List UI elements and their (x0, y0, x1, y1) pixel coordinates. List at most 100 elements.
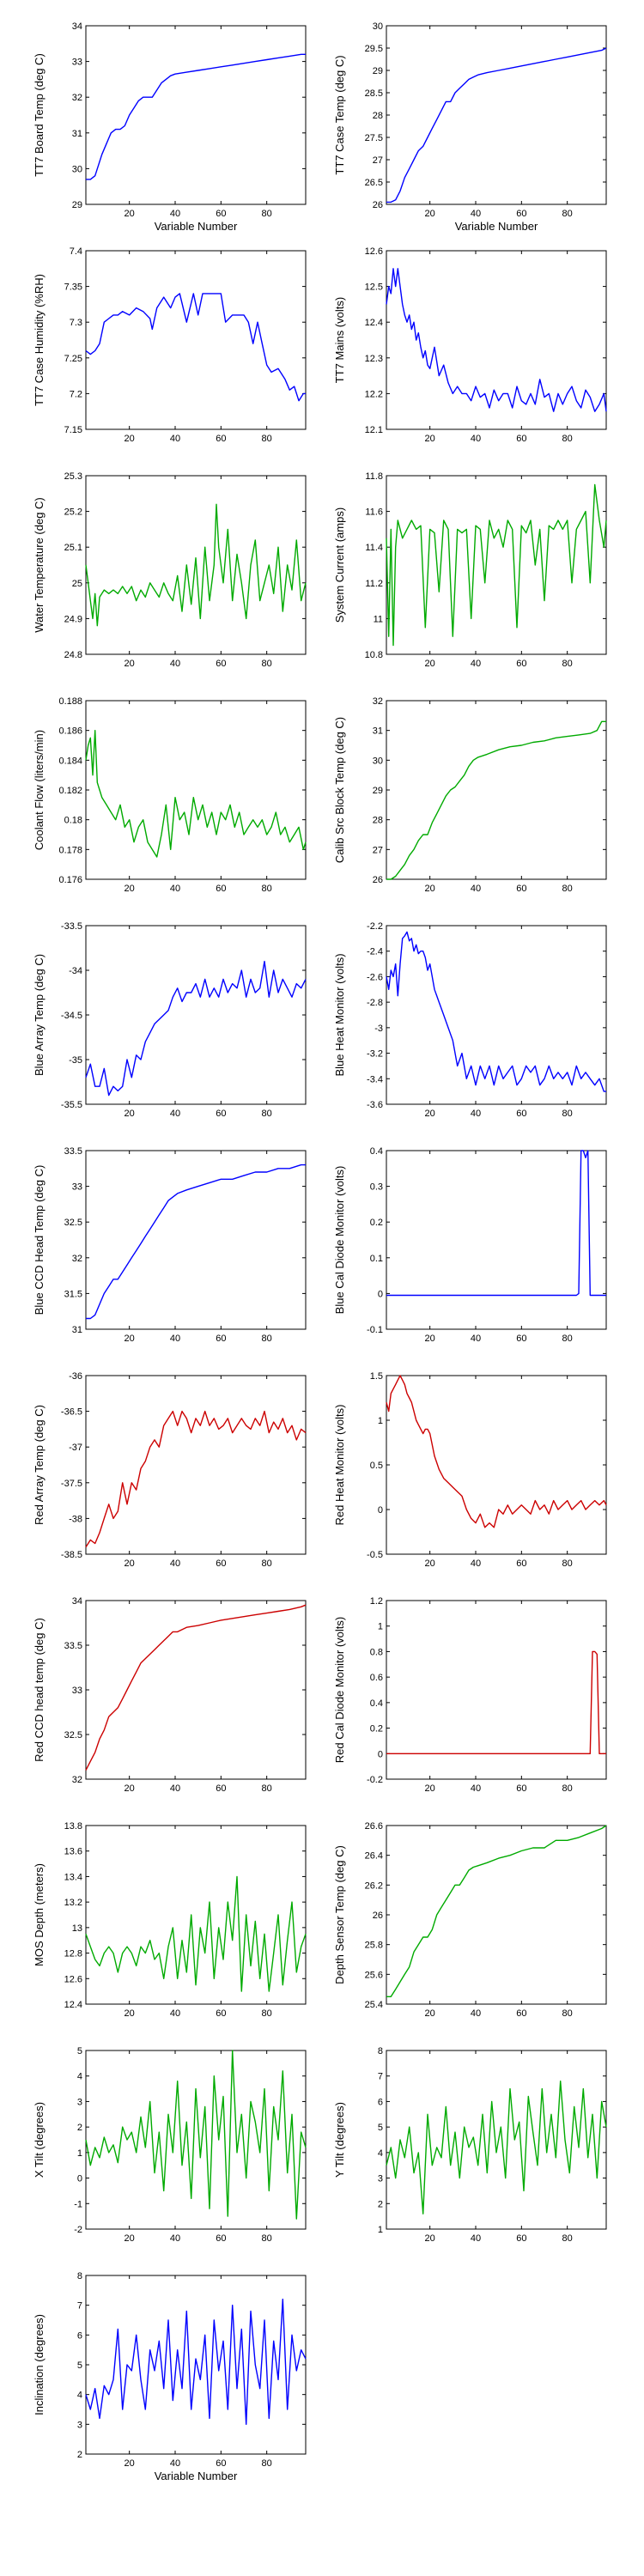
plot-area (386, 925, 607, 1105)
y-tick-label: -35.5 (61, 1100, 82, 1110)
x-tick-label: 80 (562, 209, 573, 219)
y-tick-label: 4 (378, 2148, 383, 2159)
plot-area (386, 1150, 607, 1330)
y-axis-label: X Tilt (degrees) (33, 2102, 46, 2178)
x-tick-label: 60 (516, 1109, 526, 1119)
y-axis-label: Inclination (degrees) (33, 2314, 46, 2415)
y-tick-label: 26 (373, 200, 383, 210)
chart-panel: 12.4 12.6 12.8 13 13.2 13.4 13.6 13.8 20 40 60 80 MO… (33, 1821, 307, 2019)
y-tick-label: 11 (374, 614, 383, 624)
plot-area (386, 2050, 607, 2230)
series-line (85, 293, 306, 402)
y-tick-label: -2.2 (367, 921, 383, 932)
y-tick-label: 0.184 (58, 756, 82, 766)
chart-panel: 12.1 12.2 12.3 12.4 12.5 12.6 20 40 60 80 TT7 Main… (333, 246, 607, 444)
x-tick-label: 80 (562, 2008, 573, 2019)
y-tick-label: 7.35 (64, 283, 82, 293)
y-tick-label: -38 (69, 1514, 82, 1524)
y-tick-label: -37.5 (61, 1479, 82, 1489)
plot-area (85, 925, 307, 1105)
y-tick-label: 34 (72, 1596, 82, 1607)
y-tick-label: 32.5 (64, 1218, 82, 1228)
chart-panel: 25.4 25.6 25.8 26 26.2 26.4 26.6 20 40 60 80 Depth … (333, 1821, 607, 2019)
y-tick-label: -37 (69, 1443, 82, 1453)
y-tick-label: -2.6 (367, 972, 383, 982)
series-line (85, 730, 307, 858)
y-tick-label: 1 (77, 2148, 82, 2159)
y-axis-label: MOS Depth (meters) (33, 1863, 46, 1966)
x-tick-label: 60 (516, 2233, 526, 2244)
x-tick-label: 60 (216, 434, 226, 444)
y-tick-label: 27 (373, 155, 383, 166)
y-tick-label: 30 (373, 21, 383, 32)
y-tick-label: 0.182 (58, 786, 82, 796)
y-tick-label: 32 (72, 1254, 82, 1264)
y-tick-label: 12.8 (64, 1949, 82, 1959)
y-tick-label: 3 (77, 2097, 82, 2107)
y-tick-label: 0 (77, 2174, 82, 2184)
y-tick-label: 29 (373, 66, 383, 76)
plot-area (85, 1375, 307, 1555)
y-tick-label: -2 (74, 2225, 82, 2235)
x-tick-label: 20 (425, 659, 435, 669)
y-tick-label: 6 (77, 2330, 82, 2341)
y-tick-label: 0.1 (370, 1254, 383, 1264)
y-tick-label: 12.1 (365, 425, 383, 435)
y-axis-label: Calib Src Block Temp (deg C) (333, 717, 346, 863)
y-tick-label: 32.5 (64, 1730, 82, 1741)
x-tick-label: 60 (516, 1558, 526, 1569)
x-tick-label: 60 (216, 1558, 226, 1569)
x-tick-label: 60 (216, 1334, 226, 1344)
plot-area (386, 1825, 607, 2005)
y-axis-label: Blue Array Temp (deg C) (33, 954, 46, 1076)
y-tick-label: -0.5 (367, 1550, 383, 1560)
y-tick-label: 0.176 (58, 875, 82, 885)
y-tick-label: 2 (77, 2123, 82, 2133)
x-tick-label: 80 (562, 1109, 573, 1119)
chart-panel: -0.1 0 0.1 0.2 0.3 0.4 20 40 60 80 Blue Cal Diode … (333, 1146, 607, 1344)
y-tick-label: 7.3 (70, 318, 82, 328)
x-tick-label: 20 (125, 884, 135, 894)
series-line (85, 1875, 307, 1992)
x-tick-label: 80 (262, 659, 272, 669)
y-tick-label: -38.5 (61, 1550, 82, 1560)
y-tick-label: 0.4 (370, 1698, 383, 1709)
y-tick-label: 26 (373, 1911, 383, 1921)
y-tick-label: 7.4 (70, 246, 82, 257)
y-tick-label: 0 (378, 1749, 383, 1759)
series-line (386, 720, 606, 880)
y-tick-label: 6 (378, 2097, 383, 2107)
y-tick-label: 11.8 (365, 471, 383, 482)
y-tick-label: -1 (74, 2199, 82, 2209)
y-tick-label: 26.4 (365, 1851, 383, 1862)
chart-panel: 32 32.5 33 33.5 34 20 40 60 80 Red CCD head temp … (33, 1596, 307, 1794)
x-tick-label: 40 (170, 884, 180, 894)
x-tick-label: 80 (262, 1558, 272, 1569)
x-tick-label: 20 (425, 884, 435, 894)
series-line (386, 483, 607, 647)
x-tick-label: 20 (125, 434, 135, 444)
y-tick-label: 3 (77, 2420, 82, 2430)
x-tick-label: 80 (262, 1334, 272, 1344)
plot-area (85, 1150, 307, 1330)
y-tick-label: 0.6 (370, 1673, 383, 1683)
y-tick-label: 8 (77, 2271, 82, 2281)
x-tick-label: 80 (262, 2008, 272, 2019)
x-tick-label: 60 (516, 884, 526, 894)
x-tick-label: 40 (471, 209, 481, 219)
x-tick-label: 40 (471, 884, 481, 894)
y-tick-label: 1.5 (370, 1371, 383, 1382)
x-tick-label: 20 (125, 2008, 135, 2019)
x-tick-label: 40 (170, 1334, 180, 1344)
y-tick-label: 24.9 (64, 614, 82, 624)
plot-area (386, 1600, 607, 1780)
chart-panel: 10.8 11 11.2 11.4 11.6 11.8 20 40 60 80 System Cur… (333, 471, 607, 669)
y-axis-label: System Current (amps) (333, 507, 346, 623)
plot-area (386, 700, 607, 880)
y-tick-label: 10.8 (365, 650, 383, 660)
series-line (386, 47, 607, 204)
y-tick-label: 13.6 (64, 1847, 82, 1857)
plot-area (85, 700, 307, 880)
chart-panel: -3.6 -3.4 -3.2 -3 -2.8 -2.6 -2.4 -2.2 20 40 60 80 Bl… (333, 921, 607, 1119)
y-tick-label: 31 (72, 129, 82, 139)
